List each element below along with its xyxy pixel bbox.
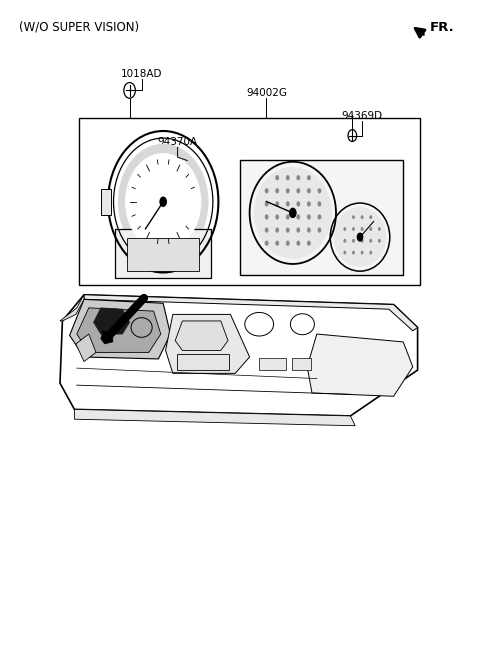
Circle shape: [289, 208, 297, 218]
Circle shape: [360, 251, 363, 255]
Circle shape: [296, 214, 300, 219]
Ellipse shape: [334, 207, 386, 267]
Circle shape: [318, 227, 322, 233]
Circle shape: [296, 175, 300, 180]
Circle shape: [264, 188, 269, 193]
Circle shape: [307, 214, 311, 219]
Bar: [177, 354, 229, 370]
Circle shape: [369, 227, 372, 231]
Polygon shape: [76, 334, 96, 362]
Circle shape: [307, 227, 311, 233]
Circle shape: [286, 240, 290, 246]
Circle shape: [286, 201, 290, 206]
Polygon shape: [175, 321, 228, 350]
Circle shape: [275, 188, 279, 193]
Circle shape: [307, 175, 311, 180]
Circle shape: [343, 239, 346, 243]
Circle shape: [360, 239, 363, 243]
Polygon shape: [166, 314, 250, 373]
Circle shape: [318, 188, 322, 193]
Circle shape: [275, 227, 279, 233]
Polygon shape: [84, 295, 418, 331]
Polygon shape: [60, 295, 84, 321]
Polygon shape: [307, 334, 413, 396]
Circle shape: [369, 251, 372, 255]
Circle shape: [286, 175, 290, 180]
Circle shape: [286, 227, 290, 233]
Circle shape: [307, 201, 311, 206]
Circle shape: [264, 240, 269, 246]
Circle shape: [352, 251, 355, 255]
Bar: [79, 118, 420, 285]
Polygon shape: [77, 308, 161, 352]
Bar: [101, 189, 111, 215]
Circle shape: [159, 196, 167, 207]
Polygon shape: [70, 299, 170, 359]
Circle shape: [318, 201, 322, 206]
Circle shape: [275, 175, 279, 180]
Circle shape: [307, 240, 311, 246]
Text: 94002G: 94002G: [246, 88, 287, 98]
Polygon shape: [101, 331, 113, 344]
Text: 94370A: 94370A: [157, 138, 198, 147]
Bar: [292, 358, 311, 370]
Circle shape: [296, 227, 300, 233]
Circle shape: [264, 227, 269, 233]
Circle shape: [286, 214, 290, 219]
Circle shape: [352, 215, 355, 219]
Bar: [240, 160, 403, 275]
Ellipse shape: [126, 154, 201, 250]
Circle shape: [360, 227, 363, 231]
Circle shape: [369, 239, 372, 243]
Circle shape: [369, 215, 372, 219]
Circle shape: [275, 240, 279, 246]
Polygon shape: [74, 409, 355, 426]
Circle shape: [318, 214, 322, 219]
Circle shape: [378, 227, 381, 231]
Ellipse shape: [254, 167, 332, 259]
Circle shape: [264, 214, 269, 219]
Circle shape: [296, 201, 300, 206]
Text: FR.: FR.: [430, 21, 455, 34]
Circle shape: [296, 240, 300, 246]
Circle shape: [343, 227, 346, 231]
Bar: [127, 238, 199, 271]
Text: 94369D: 94369D: [342, 111, 383, 121]
Circle shape: [275, 201, 279, 206]
Ellipse shape: [118, 143, 208, 260]
Text: (W/O SUPER VISION): (W/O SUPER VISION): [19, 21, 139, 34]
Circle shape: [307, 188, 311, 193]
Circle shape: [343, 251, 346, 255]
Text: 1018AD: 1018AD: [121, 69, 162, 79]
Circle shape: [275, 214, 279, 219]
Circle shape: [296, 188, 300, 193]
Circle shape: [352, 227, 355, 231]
Circle shape: [378, 239, 381, 243]
Circle shape: [357, 233, 363, 242]
Bar: [259, 358, 286, 370]
Circle shape: [352, 239, 355, 243]
Polygon shape: [60, 295, 418, 416]
Circle shape: [286, 188, 290, 193]
Bar: [115, 229, 211, 278]
Polygon shape: [94, 308, 130, 334]
Circle shape: [360, 215, 363, 219]
Circle shape: [264, 201, 269, 206]
